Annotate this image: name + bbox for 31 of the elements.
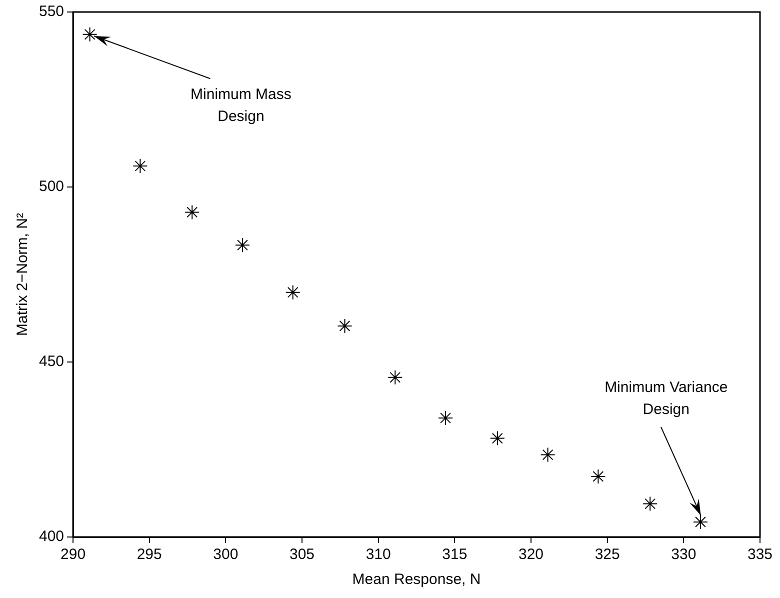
point [438, 410, 454, 426]
x-tick-label: 325 [594, 546, 620, 564]
point [285, 284, 300, 300]
x-tick-label: 295 [136, 546, 162, 564]
y-tick-label: 400 [38, 528, 64, 546]
point [490, 430, 505, 446]
x-tick-label: 310 [366, 546, 391, 564]
point [590, 468, 606, 484]
annotation: Minimum Variance Design [604, 379, 728, 418]
y-tick-label: 450 [38, 353, 64, 370]
point [234, 238, 250, 253]
x-axis-title: Mean Response, N [352, 571, 481, 588]
point [692, 514, 708, 530]
point [337, 318, 352, 334]
point [388, 370, 403, 385]
annotation: Minimum Mass Design [190, 86, 292, 125]
point [132, 158, 148, 174]
y-tick-label: 550 [38, 3, 64, 20]
x-tick-label: 290 [60, 546, 86, 564]
x-tick-label: 320 [518, 546, 544, 564]
y-axis-title: Matrix 2−Norm, N² [14, 213, 32, 336]
point [540, 447, 556, 462]
y-tick-label: 500 [38, 178, 64, 196]
x-tick-label: 300 [213, 546, 238, 564]
point [184, 204, 200, 220]
x-tick-label: 315 [442, 546, 468, 564]
point [642, 496, 658, 512]
x-tick-label: 335 [747, 546, 773, 564]
x-tick-label: 330 [671, 546, 696, 564]
point [82, 26, 98, 42]
x-tick-label: 305 [290, 546, 315, 564]
